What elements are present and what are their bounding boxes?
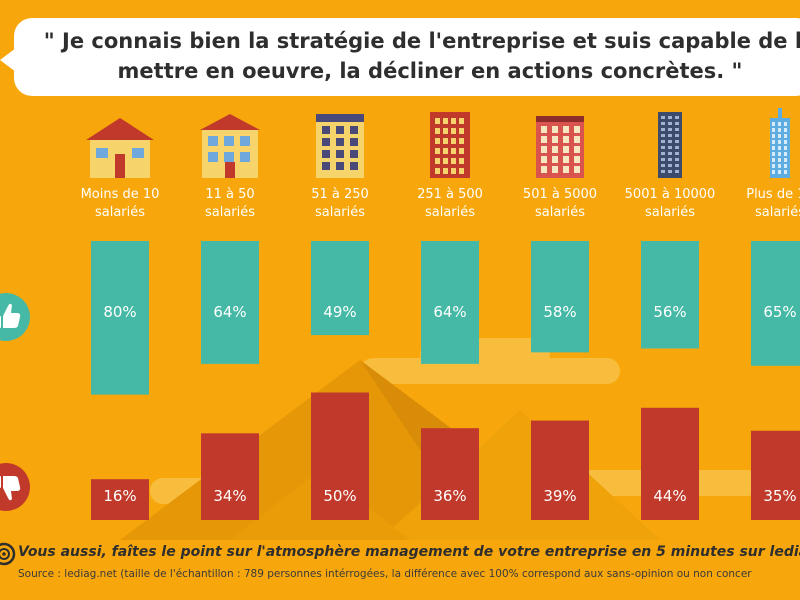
tall-apartment-icon <box>430 112 470 178</box>
bar-negative <box>531 420 589 520</box>
value-label-negative: 35% <box>763 487 796 505</box>
bar-negative <box>311 392 369 520</box>
value-label-positive: 58% <box>543 303 576 321</box>
glass-tower-icon <box>770 108 790 178</box>
apartment-icon <box>316 114 364 178</box>
value-label-negative: 16% <box>103 487 136 505</box>
bar-positive <box>91 241 149 395</box>
bar-positive <box>201 241 259 364</box>
bar-negative <box>751 430 800 520</box>
bar-positive <box>641 241 699 349</box>
bar-positive <box>531 241 589 353</box>
category-label-sub: salariés <box>315 205 365 220</box>
category-label-sub: salariés <box>755 205 800 220</box>
bar-positive <box>311 241 369 336</box>
value-label-negative: 39% <box>543 487 576 505</box>
category-label-sub: salariés <box>535 205 585 220</box>
value-label-negative: 44% <box>653 487 686 505</box>
brick-building-icon <box>536 116 584 178</box>
category-label: Moins de 10 <box>81 187 160 202</box>
category-label: 5001 à 10000 <box>625 187 716 202</box>
category-label: 251 à 500 <box>417 187 483 202</box>
category-label: Plus de 10 <box>746 187 800 202</box>
value-label-positive: 49% <box>323 303 356 321</box>
bar-negative <box>421 428 479 520</box>
value-label-positive: 80% <box>103 303 136 321</box>
value-label-negative: 50% <box>323 487 356 505</box>
category-label-sub: salariés <box>95 205 145 220</box>
bar-negative <box>201 433 259 520</box>
category-label: 11 à 50 <box>205 187 254 202</box>
category-label-sub: salariés <box>645 205 695 220</box>
quote-text: " Je connais bien la stratégie de l'entr… <box>40 26 800 86</box>
bar-positive <box>421 241 479 364</box>
value-label-positive: 64% <box>433 303 466 321</box>
bar-negative <box>641 407 699 520</box>
category-label: 51 à 250 <box>311 187 369 202</box>
quote-line-2: mettre en oeuvre, la décliner en actions… <box>117 59 743 83</box>
bar-positive <box>751 241 800 366</box>
quote-bubble-tail <box>0 48 16 72</box>
category-label-sub: salariés <box>205 205 255 220</box>
value-label-negative: 34% <box>213 487 246 505</box>
value-label-positive: 56% <box>653 303 686 321</box>
quote-line-1: " Je connais bien la stratégie de l'entr… <box>43 29 800 53</box>
footer-source: Source : lediag.net (taille de l'échanti… <box>18 568 752 580</box>
value-label-positive: 64% <box>213 303 246 321</box>
thumbs-down-icon <box>0 463 30 511</box>
quote-bubble <box>0 18 800 96</box>
footer-cta: Vous aussi, faîtes le point sur l'atmosp… <box>18 544 800 560</box>
target-icon <box>0 542 16 566</box>
category-label-sub: salariés <box>425 205 475 220</box>
value-label-positive: 65% <box>763 303 796 321</box>
bar-negative <box>91 479 149 520</box>
value-label-negative: 36% <box>433 487 466 505</box>
house-icon <box>86 118 154 178</box>
category-label: 501 à 5000 <box>523 187 597 202</box>
small-building-icon <box>200 114 260 178</box>
thumbs-up-icon <box>0 293 30 341</box>
skyscraper-icon <box>658 112 682 178</box>
